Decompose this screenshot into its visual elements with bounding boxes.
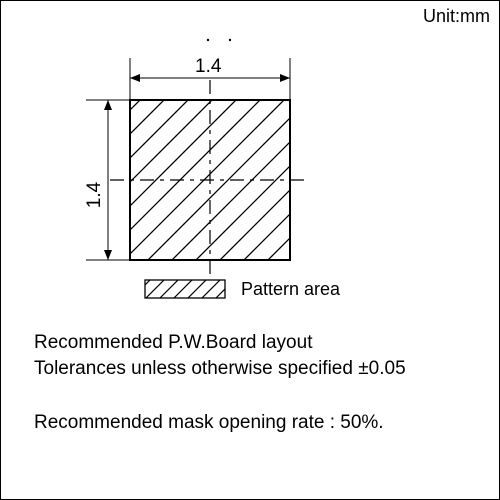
notes-block-2: Recommended mask opening rate : 50%. xyxy=(34,410,384,436)
pattern-area-label: Pattern area xyxy=(241,279,341,299)
note-line-2: Tolerances unless otherwise specified ±0… xyxy=(34,356,406,382)
notes-block-1: Recommended P.W.Board layout Tolerances … xyxy=(34,330,406,381)
note-line-3: Recommended mask opening rate : 50%. xyxy=(34,410,384,436)
svg-text:1.4: 1.4 xyxy=(84,181,105,208)
svg-text:1.4: 1.4 xyxy=(195,56,222,77)
note-line-1: Recommended P.W.Board layout xyxy=(34,330,406,356)
